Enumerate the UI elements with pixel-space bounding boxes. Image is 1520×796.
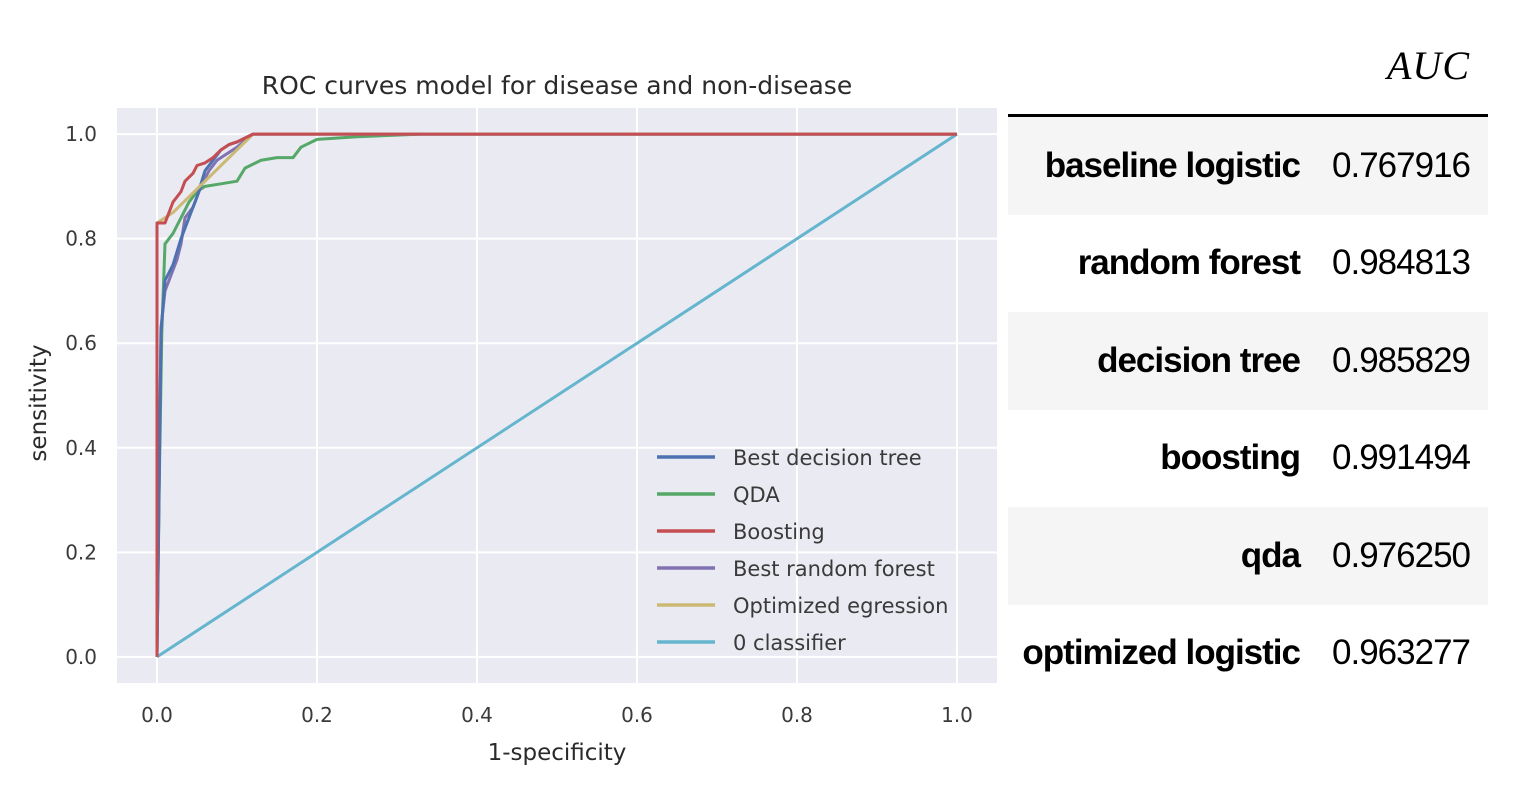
x-axis-label: 1-specificity (488, 740, 627, 766)
y-axis-label: sensitivity (26, 344, 52, 461)
legend-label: Boosting (733, 520, 825, 544)
y-tick-label: 0.6 (65, 331, 97, 355)
table-row: optimized logistic 0.963277 (1008, 605, 1488, 703)
auc-value: 0.991494 (1332, 438, 1471, 478)
legend-label: 0 classifier (733, 631, 846, 655)
x-tick-label: 0.6 (621, 703, 653, 727)
legend-label: Best random forest (733, 557, 935, 581)
y-tick-label: 0.4 (65, 436, 97, 460)
series-line-1 (155, 132, 957, 657)
auc-table-header: AUC (1008, 30, 1488, 117)
auc-value: 0.985829 (1332, 340, 1471, 380)
legend-label: Optimized egression (733, 594, 948, 618)
table-row: baseline logistic 0.767916 (1008, 117, 1488, 215)
model-name: random forest (1077, 243, 1301, 283)
series-line-5 (156, 132, 958, 659)
chart-title: ROC curves model for disease and non-dis… (262, 71, 852, 100)
auc-value: 0.767916 (1332, 145, 1471, 185)
y-tick-label: 1.0 (65, 122, 97, 146)
x-tick-label: 0.4 (461, 703, 493, 727)
table-row: qda 0.976250 (1008, 507, 1488, 605)
auc-value: 0.976250 (1332, 535, 1471, 575)
model-name: decision tree (1097, 340, 1301, 380)
legend-label: Best decision tree (733, 446, 922, 470)
auc-value: 0.963277 (1332, 633, 1471, 673)
y-tick-label: 0.8 (65, 227, 97, 251)
model-name: qda (1240, 535, 1301, 575)
grid-lines (117, 108, 997, 683)
series-line-4 (155, 132, 957, 657)
table-row: random forest 0.984813 (1008, 215, 1488, 313)
y-tick-label: 0.2 (65, 540, 97, 564)
model-name: baseline logistic (1044, 145, 1301, 185)
model-name: boosting (1160, 438, 1301, 478)
auc-value: 0.984813 (1332, 243, 1471, 283)
model-name: optimized logistic (1022, 633, 1301, 673)
auc-column-header: AUC (1387, 43, 1470, 88)
x-tick-label: 0.0 (141, 703, 173, 727)
series-line-2 (155, 132, 957, 657)
roc-chart-svg: 0.0 0.2 0.4 0.6 0.8 1.0 0.0 0.2 0.4 0.6 0.8 1.0 Bes… (26, 71, 997, 766)
auc-table: AUC baseline logistic 0.767916 random fo… (1008, 30, 1488, 702)
table-row: decision tree 0.985829 (1008, 312, 1488, 410)
x-tick-label: 1.0 (941, 703, 973, 727)
x-tick-label: 0.8 (781, 703, 813, 727)
legend-label: QDA (733, 483, 780, 507)
roc-chart: 0.0 0.2 0.4 0.6 0.8 1.0 0.0 0.2 0.4 0.6 0.8 1.0 Bes… (26, 71, 997, 766)
y-tick-label: 0.0 (65, 645, 97, 669)
series-lines (155, 132, 958, 659)
x-tick-label: 0.2 (301, 703, 333, 727)
table-row: boosting 0.991494 (1008, 410, 1488, 508)
tick-labels: 0.0 0.2 0.4 0.6 0.8 1.0 0.0 0.2 0.4 0.6 0.8 1.0 (65, 122, 973, 727)
legend: Best decision tree QDA Boosting Best random… (657, 446, 948, 655)
